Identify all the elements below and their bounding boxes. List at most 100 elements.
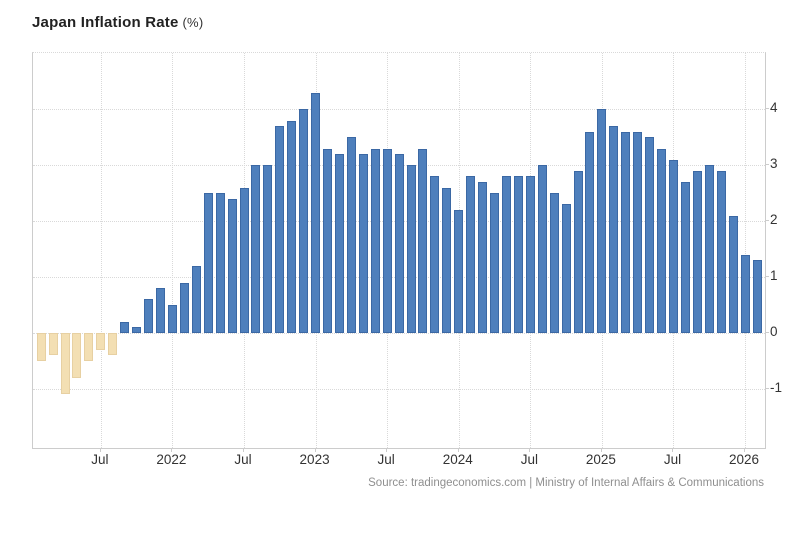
x-axis-label-Jul: Jul (520, 452, 538, 467)
y-axis-tick (765, 276, 769, 278)
bar-2024-04[interactable] (490, 193, 500, 333)
bar-2024-06[interactable] (513, 176, 523, 333)
y-axis-label-1: 1 (770, 268, 778, 284)
chart-title-unit: (%) (182, 15, 204, 30)
bar-2025-10[interactable] (704, 165, 714, 333)
x-axis-label-2025: 2025 (585, 452, 616, 467)
bar-2023-11[interactable] (430, 176, 440, 333)
bar-2025-02[interactable] (609, 126, 619, 333)
v-gridline-2026 (745, 53, 747, 448)
bar-2024-07[interactable] (525, 176, 535, 333)
y-axis-label--1: -1 (770, 379, 783, 395)
bar-2024-10[interactable] (561, 204, 571, 333)
bar-2023-01[interactable] (311, 92, 321, 333)
x-axis-tick (672, 448, 674, 452)
bar-2024-01[interactable] (454, 210, 464, 333)
h-gridline-4 (33, 109, 765, 111)
x-axis-label-2024: 2024 (442, 452, 473, 467)
bar-2025-12[interactable] (728, 215, 738, 333)
x-axis-tick (314, 448, 316, 452)
bar-2026-02[interactable] (752, 260, 762, 333)
bar-2021-10[interactable] (132, 327, 142, 333)
bar-2023-04[interactable] (346, 137, 356, 333)
bar-2022-08[interactable] (251, 165, 261, 333)
y-axis-tick (765, 387, 769, 389)
bar-2021-06[interactable] (84, 333, 94, 361)
bar-2022-07[interactable] (239, 187, 249, 333)
y-axis-label-2: 2 (770, 212, 778, 228)
bar-2023-06[interactable] (370, 148, 380, 333)
bar-2021-12[interactable] (156, 288, 165, 333)
h-gridline--1 (33, 388, 765, 390)
x-axis-label-Jul: Jul (234, 452, 252, 467)
x-axis-label-Jul: Jul (663, 452, 682, 467)
h-gridline-0 (33, 333, 765, 334)
bar-2021-03[interactable] (48, 333, 58, 356)
x-axis-tick (243, 448, 244, 452)
bar-2023-08[interactable] (394, 154, 404, 333)
y-axis-label-3: 3 (770, 156, 778, 172)
bar-2021-11[interactable] (144, 299, 154, 333)
x-axis-tick (99, 448, 101, 452)
y-axis-tick (765, 164, 769, 166)
bar-2022-10[interactable] (275, 126, 285, 333)
bar-2021-07[interactable] (96, 333, 106, 350)
bar-2025-01[interactable] (597, 109, 607, 333)
bar-2026-01[interactable] (740, 254, 750, 333)
x-axis-tick (529, 448, 531, 452)
chart-title-text: Japan Inflation Rate (32, 14, 179, 31)
bar-2021-02[interactable] (36, 333, 46, 361)
x-axis-tick (171, 448, 173, 452)
bar-2021-05[interactable] (72, 333, 82, 378)
x-axis-label-2022: 2022 (156, 452, 187, 467)
bar-2022-04[interactable] (203, 193, 213, 333)
source-attribution: Source: tradingeconomics.com | Ministry … (368, 477, 764, 489)
x-axis-tick (600, 448, 602, 452)
bar-2023-02[interactable] (323, 148, 333, 333)
bar-2022-11[interactable] (287, 120, 297, 333)
bar-2023-07[interactable] (382, 148, 392, 333)
v-gridline-2022 (172, 53, 174, 448)
x-axis-label-2023: 2023 (299, 452, 330, 467)
bar-2025-04[interactable] (633, 131, 643, 333)
chart-title: Japan Inflation Rate (%) (32, 14, 203, 31)
bar-2022-03[interactable] (191, 265, 201, 333)
bar-2024-05[interactable] (501, 176, 511, 333)
bar-2023-05[interactable] (358, 154, 368, 333)
x-axis-label-2026: 2026 (729, 452, 760, 467)
bar-2021-08[interactable] (108, 333, 118, 356)
v-gridline-Jul (100, 53, 102, 448)
bar-2023-10[interactable] (418, 148, 428, 333)
x-axis-label-Jul: Jul (91, 452, 109, 467)
bar-2022-01[interactable] (167, 305, 177, 333)
bar-2021-04[interactable] (60, 333, 70, 395)
bar-2025-08[interactable] (680, 182, 690, 333)
bar-2023-12[interactable] (442, 187, 452, 333)
x-axis-tick (457, 448, 459, 452)
bar-2022-12[interactable] (299, 109, 309, 333)
bar-2024-09[interactable] (549, 193, 559, 333)
bar-2024-11[interactable] (573, 170, 583, 333)
y-axis-label-0: 0 (770, 324, 778, 339)
bar-2025-05[interactable] (645, 137, 655, 333)
bar-2025-09[interactable] (692, 170, 702, 333)
bar-2024-12[interactable] (585, 131, 595, 333)
bar-2022-05[interactable] (215, 193, 225, 333)
bar-2022-09[interactable] (263, 165, 273, 333)
bar-2022-02[interactable] (179, 282, 189, 333)
y-axis-tick (765, 108, 769, 110)
bar-2025-03[interactable] (621, 131, 631, 333)
bar-2023-09[interactable] (406, 165, 416, 333)
bar-2024-03[interactable] (478, 182, 488, 333)
bar-2022-06[interactable] (227, 198, 237, 333)
bar-2025-07[interactable] (668, 159, 678, 333)
bar-2023-03[interactable] (334, 154, 344, 333)
bar-2024-02[interactable] (466, 176, 476, 333)
y-axis-label-4: 4 (770, 100, 778, 116)
bar-2025-06[interactable] (657, 148, 667, 333)
y-axis-tick (765, 220, 769, 222)
bar-2021-09[interactable] (120, 321, 130, 333)
bar-2024-08[interactable] (537, 165, 547, 333)
bar-2025-11[interactable] (716, 170, 726, 333)
